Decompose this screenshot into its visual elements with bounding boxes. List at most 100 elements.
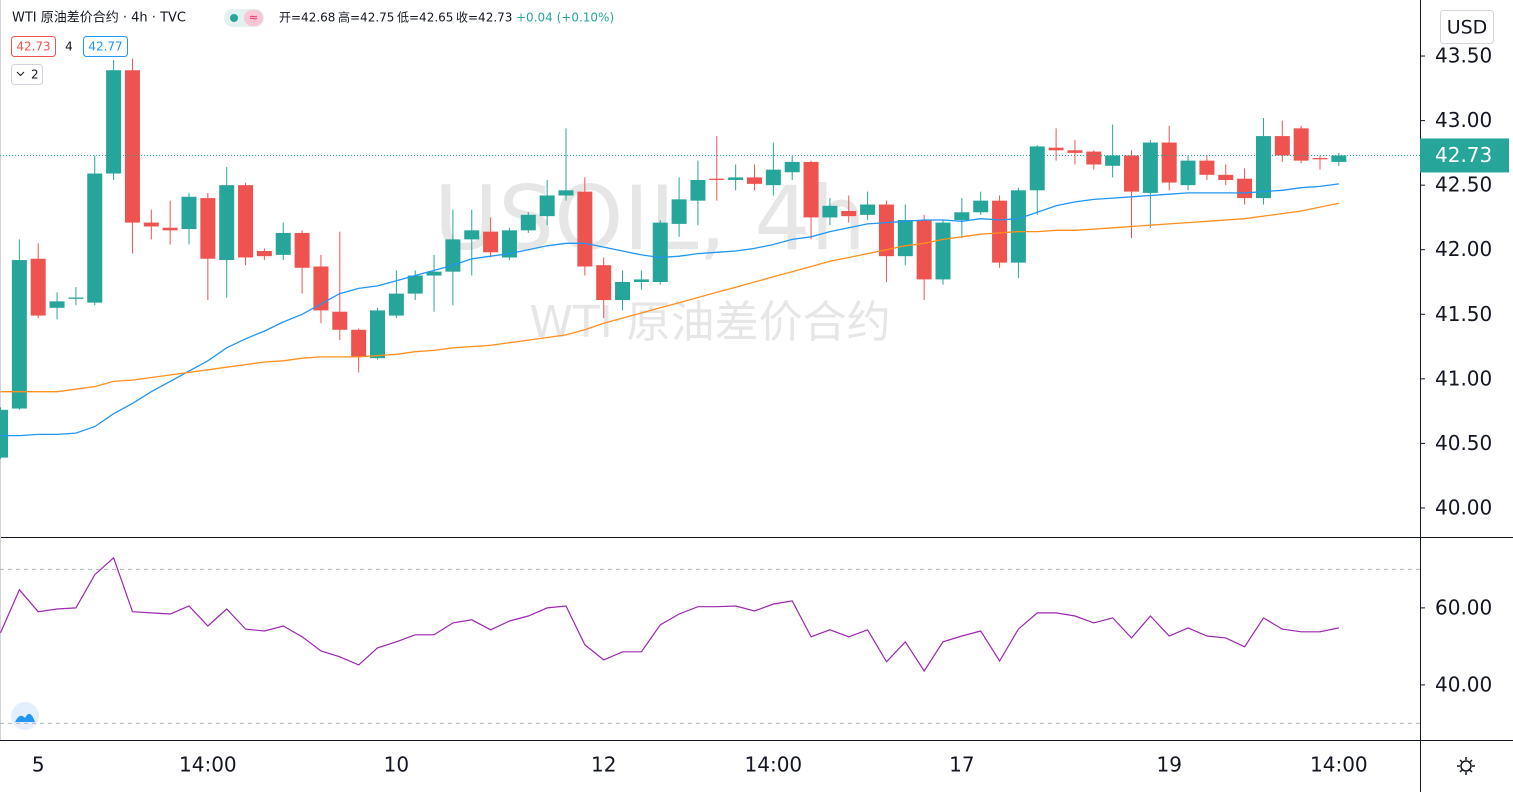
- x-tick-label: 14:00: [179, 753, 237, 777]
- candle-body: [1218, 174, 1234, 180]
- candle-body: [501, 230, 517, 258]
- symbol-title[interactable]: WTI 原油差价合约 · 4h · TVC: [12, 11, 186, 26]
- candle-body: [1142, 142, 1158, 193]
- candle-body: [577, 191, 593, 267]
- x-tick-label: 19: [1156, 753, 1181, 777]
- candle-body: [124, 70, 140, 223]
- candle-body: [1086, 151, 1102, 165]
- status-icon-glyph: ≈: [249, 11, 258, 24]
- settings-icon: [1460, 760, 1472, 772]
- x-tick-label: 14:00: [745, 753, 803, 777]
- candle-body: [370, 310, 385, 359]
- candle-body: [219, 185, 235, 261]
- candle-body: [784, 161, 800, 173]
- ohlc-close: 收=42.73: [456, 11, 512, 25]
- candle-body: [878, 204, 894, 257]
- currency-button[interactable]: [1440, 10, 1494, 44]
- candle-body: [483, 231, 499, 253]
- candle-body: [275, 232, 291, 255]
- candle-body: [652, 222, 668, 282]
- rsi-line: [0, 556, 1340, 673]
- y-tick-label: 40.00: [1435, 672, 1492, 696]
- ohlc-low: 低=42.65: [397, 11, 453, 25]
- candle-body: [954, 212, 970, 221]
- candle-body: [709, 178, 725, 180]
- candle-body: [1067, 150, 1083, 153]
- y-tick-label: 42.50: [1435, 173, 1492, 197]
- candle-body: [238, 185, 254, 258]
- candle-body: [143, 222, 159, 227]
- candle-body: [860, 204, 876, 215]
- candle-body: [1255, 136, 1271, 199]
- chevron: [16, 71, 25, 77]
- ohlc-open: 开=42.68: [279, 11, 335, 25]
- candle-body: [615, 281, 631, 301]
- last-price-tag: [1420, 138, 1509, 173]
- candle-body: [407, 275, 423, 294]
- candle-body: [181, 196, 197, 230]
- candle-body: [68, 297, 84, 299]
- indicator-value: 42.77: [88, 40, 122, 54]
- x-tick-label: 17: [949, 753, 974, 777]
- candle-body: [1029, 146, 1045, 191]
- candle-body: [332, 311, 348, 330]
- logo[interactable]: [11, 702, 39, 730]
- candle-body: [200, 198, 216, 259]
- last-price-label: 42.73: [1435, 143, 1492, 167]
- candle-body: [1161, 142, 1177, 183]
- x-tick-label: 14:00: [1310, 753, 1368, 777]
- candle-body: [388, 293, 404, 316]
- ohlc-high: 高=42.75: [338, 10, 394, 25]
- moving-average: [0, 183, 1339, 437]
- candle-body: [558, 190, 574, 196]
- candle-body: [539, 195, 555, 217]
- candle-body: [1237, 178, 1253, 199]
- candle-body: [992, 200, 1008, 263]
- candle-body: [633, 279, 649, 282]
- candle-body: [765, 169, 781, 186]
- x-tick-label: 12: [591, 753, 616, 777]
- candle-body: [1293, 128, 1309, 161]
- moving-average: [0, 202, 1340, 393]
- y-tick-label: 60.00: [1435, 595, 1492, 619]
- candle-body: [728, 177, 744, 180]
- indicator-box[interactable]: [11, 36, 56, 57]
- candle-body: [256, 251, 272, 257]
- settings-rays: [1457, 757, 1475, 775]
- candle-body: [1180, 160, 1196, 186]
- status-dot: [230, 14, 238, 22]
- candle-body: [747, 177, 762, 184]
- currency: USD: [1447, 17, 1488, 39]
- candle-body: [1312, 158, 1328, 160]
- candle-body: [351, 329, 367, 357]
- candle-body: [11, 260, 27, 409]
- candle-body: [596, 265, 612, 301]
- y-tick-label: 41.50: [1435, 302, 1492, 326]
- candle-body: [294, 232, 310, 268]
- y-tick-label: 42.00: [1435, 237, 1492, 261]
- candle-body: [1331, 155, 1347, 162]
- candle-body: [822, 205, 838, 218]
- candle-body: [690, 179, 706, 201]
- candle-body: [426, 271, 442, 276]
- candle-body: [1124, 155, 1139, 192]
- x-tick-label: 10: [384, 753, 409, 777]
- candle-body: [1199, 160, 1215, 175]
- candle-body: [30, 258, 46, 316]
- indicator-value: 42.73: [16, 40, 50, 54]
- status-icon: [244, 10, 263, 26]
- candle-body: [520, 214, 536, 231]
- candle-body: [841, 210, 857, 217]
- y-tick-label: 40.00: [1435, 495, 1492, 519]
- candle-body: [671, 199, 687, 224]
- watermark-name: WTI 原油差价合约: [529, 297, 890, 348]
- candle-body: [1010, 190, 1026, 263]
- collapse-count: 2: [31, 68, 39, 82]
- collapse-button[interactable]: [11, 64, 43, 85]
- y-tick-label: 43.00: [1435, 108, 1492, 132]
- indicator-box[interactable]: [83, 36, 128, 57]
- y-tick-label: 41.00: [1435, 366, 1492, 390]
- y-tick-label: 40.50: [1435, 431, 1492, 455]
- candle-body: [162, 227, 178, 231]
- settings[interactable]: [1457, 757, 1475, 775]
